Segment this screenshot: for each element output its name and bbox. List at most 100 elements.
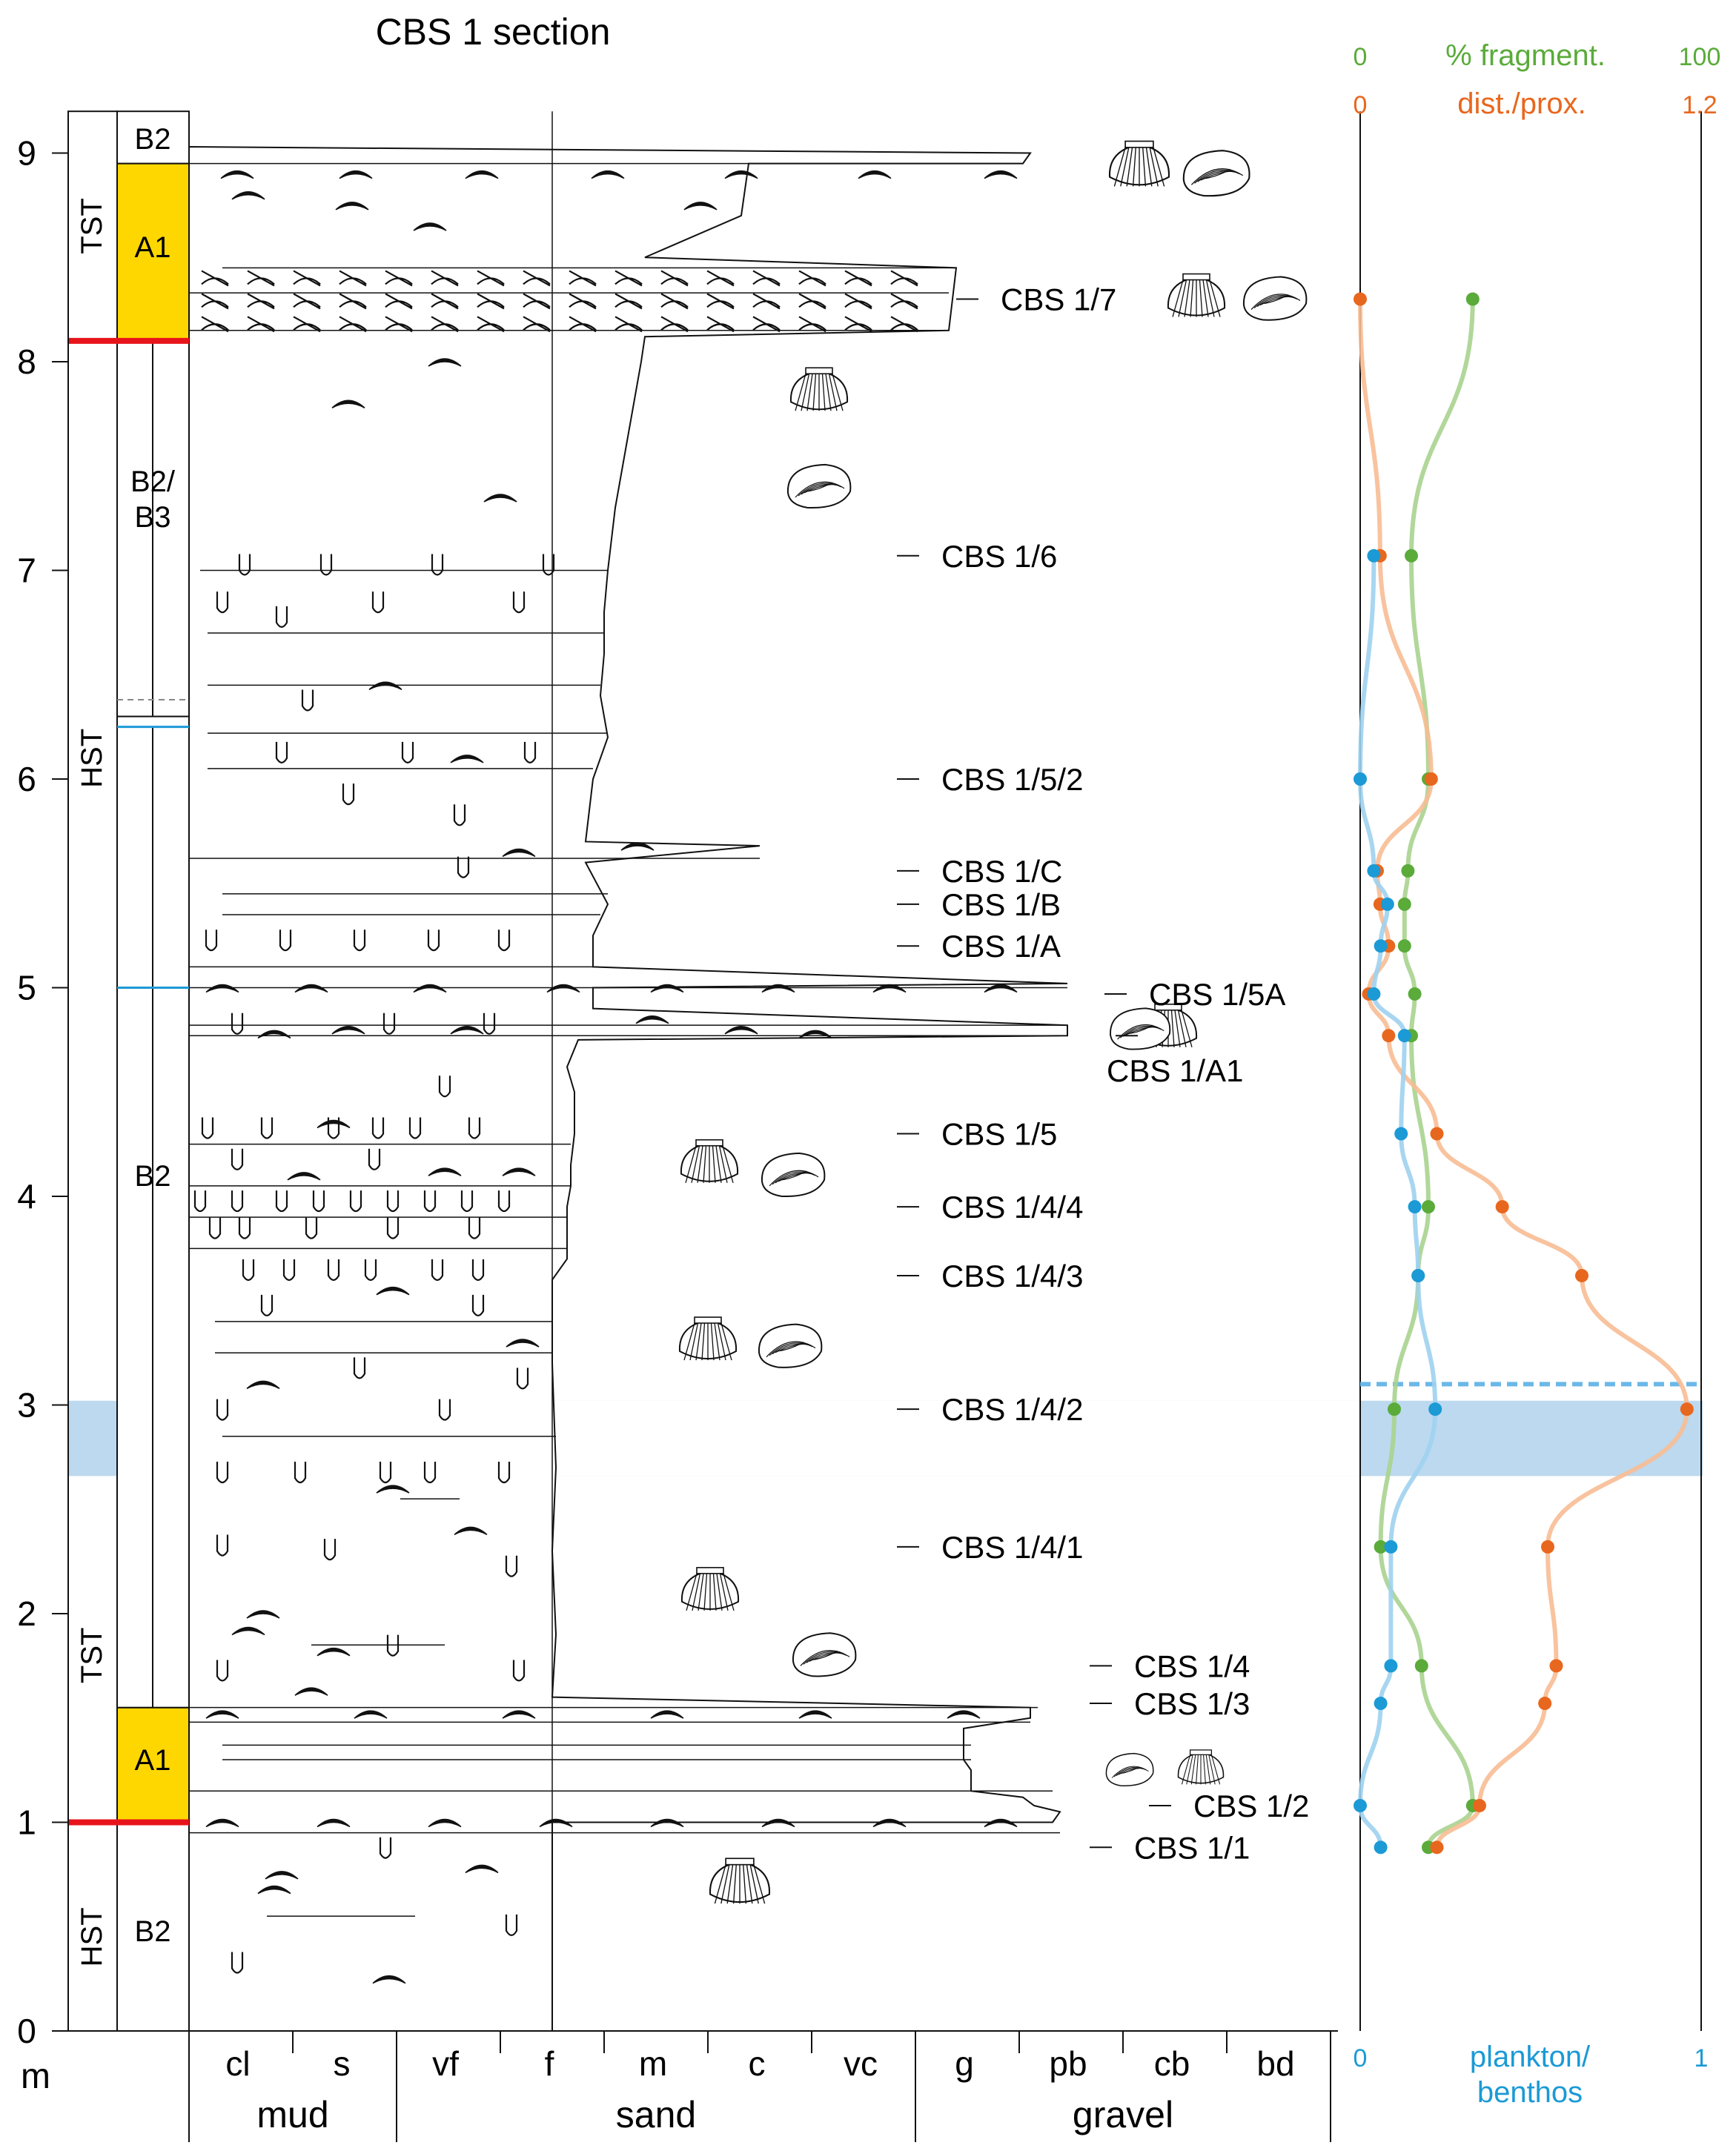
- burrow-trace: [349, 1190, 362, 1213]
- sample-label: CBS 1/6: [941, 539, 1057, 574]
- depth-tick-label: 3: [17, 1386, 36, 1425]
- shell-fragment: [724, 1026, 758, 1035]
- grain-class-label: f: [545, 2044, 554, 2083]
- burrow-trace: [423, 1190, 437, 1213]
- shell-fragment: [724, 170, 758, 179]
- burrow-trace: [327, 1117, 340, 1139]
- depth-tick-label: 5: [17, 969, 36, 1007]
- grain-class-label: cb: [1154, 2044, 1190, 2083]
- data-point: [1414, 1659, 1428, 1673]
- sample-label: CBS 1/5A: [1149, 977, 1285, 1012]
- burrow-trace: [516, 1368, 529, 1390]
- shell-fragment: [650, 984, 684, 993]
- depth-unit: m: [21, 2057, 50, 2096]
- distprox-axis-label: dist./prox.: [1457, 87, 1586, 120]
- shell-fragment: [454, 1526, 488, 1536]
- burrow-trace: [323, 1539, 337, 1561]
- burrow-trace: [364, 1259, 377, 1282]
- scallop-icon: [789, 367, 849, 411]
- data-point: [1354, 1798, 1367, 1812]
- oyster-shell: [477, 270, 505, 287]
- data-point: [1382, 1029, 1396, 1043]
- burrow-trace: [427, 929, 440, 952]
- oyster-shell: [706, 316, 735, 333]
- sample-label: CBS 1/4/1: [941, 1530, 1083, 1565]
- systems-tract-label: HST: [76, 1907, 108, 1966]
- fragment-axis-max: 100: [1679, 43, 1721, 71]
- shell-fragment: [650, 1710, 684, 1719]
- oyster-shell: [339, 270, 367, 287]
- scallop-icon: [709, 1858, 770, 1904]
- facies-label: B2/B3: [130, 465, 176, 534]
- systems-tract-column: [67, 110, 118, 2032]
- scallop-icon: [1109, 140, 1170, 187]
- oyster-shell: [385, 316, 413, 333]
- burrow-trace: [282, 1259, 296, 1282]
- shell-fragment: [339, 170, 373, 179]
- burrow-trace: [431, 554, 444, 576]
- burrow-trace: [371, 1117, 385, 1139]
- burrow-trace: [471, 1294, 485, 1316]
- shell-fragment: [372, 1975, 406, 1984]
- shell-fragment: [413, 984, 447, 993]
- oyster-icon: [786, 463, 852, 509]
- data-point: [1495, 1200, 1509, 1214]
- depth-tick-label: 4: [17, 1177, 36, 1216]
- oyster-shell: [201, 270, 229, 287]
- burrow-trace: [201, 1117, 214, 1139]
- oyster-icon: [1110, 1007, 1171, 1050]
- oyster-shell: [660, 293, 689, 310]
- data-point: [1430, 1127, 1444, 1141]
- shell-fragment: [354, 1710, 388, 1719]
- oyster-shell: [431, 270, 459, 287]
- shell-fragment: [650, 1818, 684, 1828]
- plankton-axis-min: 0: [1354, 2044, 1368, 2072]
- burrow-trace: [260, 1294, 274, 1316]
- oyster-shell: [798, 316, 826, 333]
- sample-label: CBS 1/5/2: [941, 762, 1083, 797]
- burrow-trace: [342, 783, 355, 806]
- shell-fragment: [257, 1885, 291, 1895]
- shell-fragment: [246, 1610, 280, 1619]
- grain-class-label: vc: [844, 2044, 878, 2083]
- data-point: [1408, 1200, 1422, 1214]
- shell-fragment: [591, 170, 625, 179]
- shell-fragment: [984, 1818, 1018, 1828]
- oyster-shell: [201, 316, 229, 333]
- sample-label: CBS 1/3: [1134, 1686, 1250, 1721]
- shell-fragment: [761, 1818, 795, 1828]
- sample-label: CBS 1/C: [941, 854, 1062, 889]
- sample-label: CBS 1/1: [1134, 1830, 1250, 1865]
- oyster-shell: [385, 270, 413, 287]
- sample-label: CBS 1/5: [941, 1117, 1057, 1152]
- sample-label: CBS 1/A: [941, 929, 1061, 964]
- fragment-axis-min: 0: [1354, 43, 1368, 71]
- shell-fragment: [331, 400, 365, 408]
- oyster-shell: [477, 316, 505, 333]
- oyster-icon: [758, 1323, 823, 1368]
- shell-fragment: [984, 984, 1018, 993]
- plankton-axis-label: plankton/benthos: [1470, 2041, 1591, 2109]
- oyster-shell: [247, 316, 275, 333]
- oyster-shell: [890, 270, 918, 287]
- burrow-trace: [431, 1259, 444, 1282]
- data-point: [1411, 1268, 1425, 1282]
- burrow-trace: [497, 1462, 511, 1484]
- oyster-shell: [844, 270, 872, 287]
- grain-class-label: cl: [225, 2044, 250, 2083]
- burrow-trace: [216, 591, 229, 614]
- shell-fragment: [331, 1026, 365, 1035]
- shell-fragment: [465, 1864, 499, 1874]
- burrow-trace: [238, 554, 251, 576]
- data-point: [1549, 1659, 1563, 1673]
- facies-box: [116, 1821, 190, 2032]
- shell-fragment: [502, 848, 536, 858]
- trend-curve: [1357, 555, 1438, 1848]
- data-point: [1541, 1540, 1554, 1554]
- shell-fragment: [872, 984, 907, 993]
- oyster-shell: [247, 270, 275, 287]
- oyster-shell: [523, 293, 551, 310]
- data-point: [1408, 987, 1422, 1001]
- shell-fragment: [246, 1380, 280, 1390]
